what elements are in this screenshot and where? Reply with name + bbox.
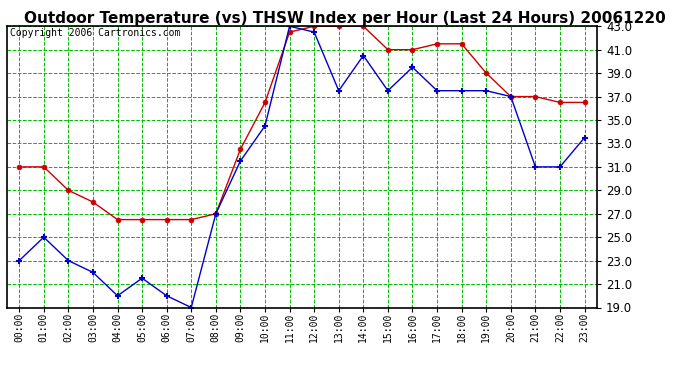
Text: Copyright 2006 Cartronics.com: Copyright 2006 Cartronics.com: [10, 28, 180, 38]
Text: Outdoor Temperature (vs) THSW Index per Hour (Last 24 Hours) 20061220: Outdoor Temperature (vs) THSW Index per …: [24, 11, 666, 26]
